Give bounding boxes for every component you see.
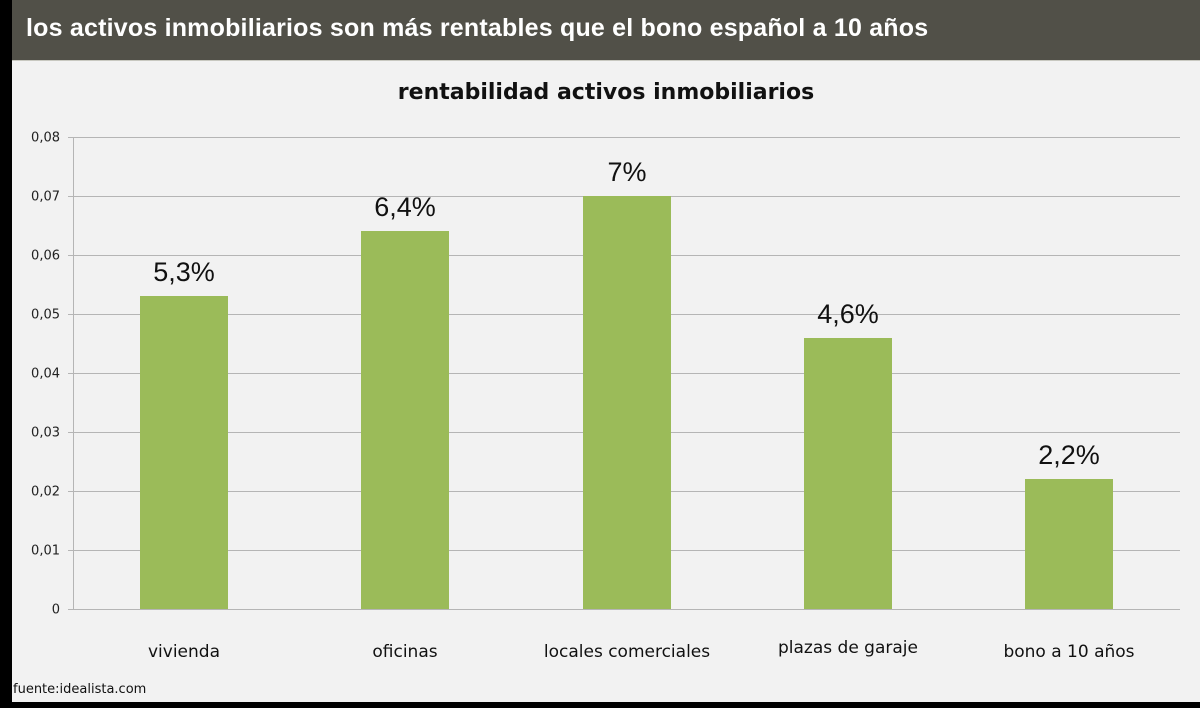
x-category-label: locales comerciales [543,642,711,662]
data-label: 5,3% [153,257,215,287]
y-tick-mark [68,196,73,197]
y-tick-label: 0 [51,602,60,618]
y-tick-label: 0,04 [31,366,60,382]
y-tick-label: 0,07 [31,189,60,205]
y-tick-label: 0,06 [31,248,60,264]
y-tick-label: 0,03 [31,425,60,441]
data-label: 4,6% [817,299,879,329]
plot-area: 0 0,01 0,02 0,03 0,04 0,05 0,06 0,07 0,08 5,3% viv… [12,0,1200,702]
data-label: 6,4% [374,192,436,222]
y-tick-mark [68,491,73,492]
data-label: 2,2% [1038,440,1100,470]
y-axis-line [73,137,74,610]
header-title: los activos inmobiliarios son más rentab… [26,14,929,42]
gridline [73,137,1180,138]
bar-1 [361,231,449,609]
y-tick-mark [68,373,73,374]
y-tick-mark [68,609,73,610]
x-category-label: oficinas [372,642,438,662]
bar-0 [140,296,228,609]
x-category-label: plazas de garaje [778,638,918,658]
y-tick-mark [68,255,73,256]
y-tick-mark [68,314,73,315]
y-tick-mark [68,550,73,551]
y-tick-label: 0,02 [31,484,60,500]
x-category-label: bono a 10 años [1003,642,1135,662]
header-banner: los activos inmobiliarios son más rentab… [12,0,1200,61]
bar-3 [804,338,892,609]
gridline [73,609,1180,610]
y-tick-mark [68,137,73,138]
data-label: 7% [607,157,647,187]
source-note: fuente:idealista.com [13,682,147,697]
bar-4 [1025,479,1113,609]
y-tick-mark [68,432,73,433]
y-tick-label: 0,05 [31,307,60,323]
chart-title: rentabilidad activos inmobiliarios [397,80,815,105]
y-tick-label: 0,08 [31,130,60,146]
chart-frame: los activos inmobiliarios son más rentab… [12,0,1200,702]
bar-2 [583,196,671,609]
y-tick-label: 0,01 [31,543,60,559]
x-category-label: vivienda [147,642,220,662]
